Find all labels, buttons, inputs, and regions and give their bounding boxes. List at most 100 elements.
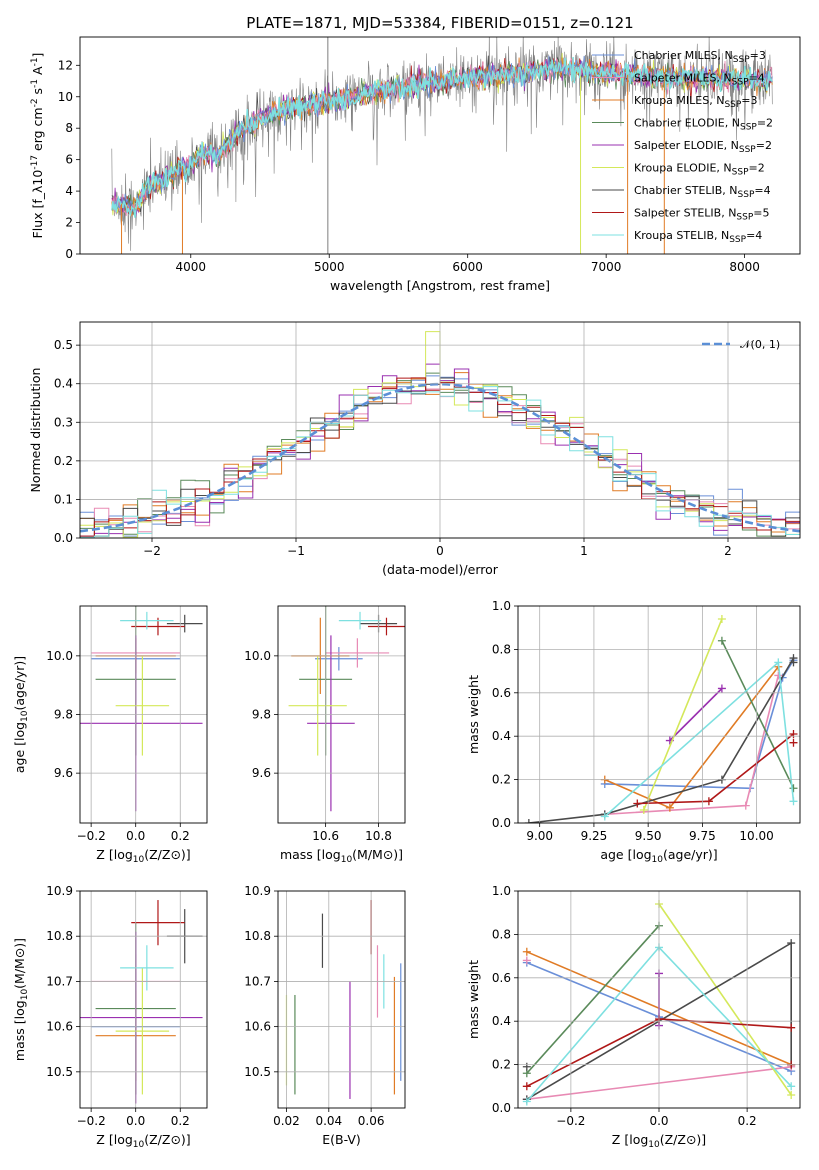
y-tick-label: 8 [65, 121, 73, 135]
axes-frame [517, 890, 801, 1109]
y-tick-label: 0.2 [492, 1058, 511, 1072]
weight-marker [633, 799, 642, 808]
weight-series-4 [669, 687, 723, 742]
y-tick-label: 0.0 [54, 531, 73, 545]
x-tick-label: 9.75 [689, 829, 716, 843]
y-tick-label: 10.5 [244, 1065, 271, 1079]
chart-weight-vs-age: 9.00 9.25 9.50 9.75 10.00 0.0 0.2 0.4 0.6 0.8 1.0 a… [466, 599, 801, 865]
legend-label: Kroupa MILES, NSSP=3 [634, 94, 758, 110]
y-tick-label: 10.5 [46, 1065, 73, 1079]
y-tick-label: 9.8 [54, 708, 73, 722]
x-tick-label: 10.8 [365, 829, 392, 843]
legend-label: 𝒩(0, 1) [740, 338, 780, 351]
model-spectrum-8 [111, 56, 773, 218]
x-tick-label: 10.6 [312, 829, 339, 843]
y-tick-label: 10.9 [244, 884, 271, 898]
weight-marker [600, 812, 609, 821]
y-tick-label: 0.2 [492, 773, 511, 787]
y-tick-label: 0.3 [54, 415, 73, 429]
y-tick-label: 0.4 [492, 729, 511, 743]
weight-marker [741, 801, 750, 810]
x-tick-label: 0 [436, 544, 444, 558]
weight-marker [789, 738, 798, 747]
weight-marker [522, 1062, 531, 1071]
weight-marker [717, 615, 726, 624]
legend-label: Kroupa STELIB, NSSP=4 [634, 229, 762, 245]
x-axis-label: mass [log10(M/M⊙)] [280, 847, 403, 865]
x-tick-label: −0.2 [77, 829, 106, 843]
y-tick-label: 0.6 [492, 686, 511, 700]
weight-marker [717, 684, 726, 693]
weight-marker [789, 797, 798, 806]
y-tick-label: 0.6 [492, 971, 511, 985]
y-tick-label: 10.7 [244, 974, 271, 988]
weight-marker [717, 636, 726, 645]
x-tick-label: −0.2 [556, 1114, 585, 1128]
x-tick-label: 0.0 [649, 1114, 668, 1128]
chart-spectrum: 4000 5000 6000 7000 8000 0 2 4 6 8 10 12 wavelength … [30, 36, 801, 293]
weight-marker [524, 819, 533, 823]
weight-marker [522, 1082, 531, 1091]
plot-area [524, 615, 798, 823]
y-tick-label: 0.8 [492, 642, 511, 656]
weight-marker [522, 956, 531, 965]
weight-marker [774, 671, 783, 680]
y-tick-label: 1.0 [492, 599, 511, 613]
plot-area [288, 606, 405, 812]
weight-marker [787, 1082, 796, 1091]
weight-marker [665, 803, 674, 812]
axes-frame [517, 605, 801, 824]
y-tick-label: 0.0 [492, 816, 511, 830]
y-tick-label: 12 [58, 58, 73, 72]
y-tick-label: 0.1 [54, 492, 73, 506]
axes-frame [79, 605, 208, 824]
y-tick-label: 10.0 [244, 649, 271, 663]
y-tick-label: 10.7 [46, 974, 73, 988]
chart-age-vs-Z: −0.2 0.0 0.2 9.6 9.8 10.0 Z [log10(Z/Z⊙)] age [… [12, 605, 208, 865]
axes-frame [277, 605, 406, 824]
x-tick-label: 0.04 [315, 1114, 342, 1128]
axes-frame [277, 890, 406, 1109]
y-tick-label: 9.6 [54, 766, 73, 780]
y-tick-label: 10 [58, 90, 73, 104]
y-tick-label: 10.8 [46, 929, 73, 943]
x-axis-label: Z [log10(Z/Z⊙)] [612, 1132, 706, 1150]
y-tick-label: 0.5 [54, 338, 73, 352]
weight-marker [787, 939, 796, 948]
y-tick-label: 6 [65, 153, 73, 167]
axes-frame [79, 36, 801, 255]
legend-label: Salpeter STELIB, NSSP=5 [634, 207, 770, 223]
weight-marker [789, 730, 798, 739]
chart-weight-vs-Z: −0.2 0.0 0.2 0.0 0.2 0.4 0.6 0.8 1.0 Z [log10(Z/Z… [466, 884, 801, 1150]
y-axis-label: mass weight [466, 675, 481, 754]
y-tick-label: 10.6 [244, 1020, 271, 1034]
x-tick-label: 9.50 [635, 829, 662, 843]
y-tick-label: 10.8 [244, 929, 271, 943]
x-tick-label: 7000 [591, 260, 622, 274]
y-tick-label: 4 [65, 184, 73, 198]
legend-label: Salpeter ELODIE, NSSP=2 [634, 139, 772, 155]
x-tick-label: 0.0 [126, 1114, 145, 1128]
y-tick-label: 10.6 [46, 1020, 73, 1034]
plot-area [285, 900, 402, 1099]
weight-marker [787, 1023, 796, 1032]
y-tick-label: 0.0 [492, 1101, 511, 1115]
x-tick-label: 0.0 [126, 829, 145, 843]
x-axis-label: Z [log10(Z/Z⊙)] [96, 847, 190, 865]
weight-marker [704, 797, 713, 806]
weight-marker [789, 658, 798, 667]
x-tick-label: 9.00 [526, 829, 553, 843]
weight-series-6 [528, 657, 795, 823]
x-tick-label: 9.25 [581, 829, 608, 843]
x-tick-label: 0.2 [171, 829, 190, 843]
weight-series-5 [643, 618, 723, 811]
y-tick-label: 0.2 [54, 454, 73, 468]
chart-mass-vs-Z: −0.2 0.0 0.2 10.5 10.6 10.7 10.8 10.9 Z [log10(Z… [12, 884, 208, 1150]
y-tick-label: 0.8 [492, 927, 511, 941]
x-tick-label: 5000 [314, 260, 345, 274]
weight-marker [522, 1097, 531, 1106]
y-tick-label: 9.6 [252, 766, 271, 780]
y-axis-label: mass [log10(M/M⊙)] [12, 938, 30, 1061]
y-tick-label: 10.9 [46, 884, 73, 898]
